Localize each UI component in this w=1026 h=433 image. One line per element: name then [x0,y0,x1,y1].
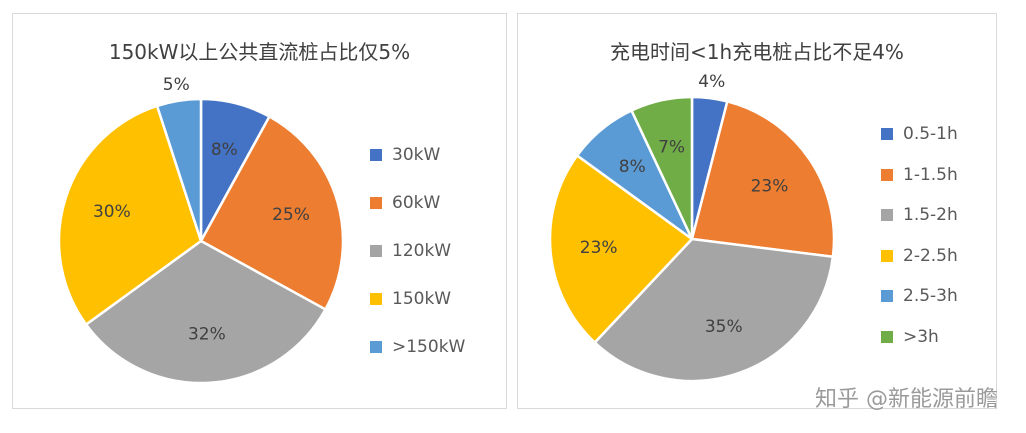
legend-label: 2-2.5h [903,245,958,266]
legend-swatch [370,197,382,209]
legend-label: 2.5-3h [903,286,958,307]
legend-item-0-5-1h: 0.5-1h [881,114,958,155]
pie-slice-1-1-5h [690,100,836,259]
pie-slice-1-5-2h [593,237,835,383]
legend-swatch [370,341,382,353]
watermark: 知乎 @新能源前瞻 [815,387,998,412]
data-label-60kw: 25% [272,205,310,225]
legend-item-gt-150kw: >150kW [370,323,465,371]
legend-item-2-2-5h: 2-2.5h [881,236,958,277]
data-label-0-5-1h: 4% [698,72,725,92]
data-label-1-5-2h: 35% [705,317,743,337]
legend-item-1-5-2h: 1.5-2h [881,195,958,236]
chart-title: 150kW以上公共直流桩占比仅5% [108,40,411,64]
legend-label: 60kW [392,193,441,213]
legend-item-60kw: 60kW [370,179,465,227]
legend-label: 150kW [392,289,452,309]
legend-label: 120kW [392,241,452,261]
legend-label: 1.5-2h [903,205,958,226]
chart-panel-power: 150kW以上公共直流桩占比仅5% 8% 25% 32% 30% 5% 30kW 60kW… [12,13,507,409]
legend-label: >3h [903,326,939,347]
pie-slice-gt-3h [630,95,694,241]
legend-item-120kw: 120kW [370,227,465,275]
data-label-1-1-5h: 23% [751,176,789,196]
chart-panel-charge-time: 充电时间<1h充电桩占比不足4% 4% 23% 35% 23% 8% 7% 0.5-1h 1… [517,13,997,409]
legend-label: 0.5-1h [903,124,958,145]
legend-label: 1-1.5h [903,164,958,185]
data-label-120kw: 32% [188,325,226,345]
legend-item-1-1-5h: 1-1.5h [881,155,958,196]
chart-title: 充电时间<1h充电桩占比不足4% [610,40,904,64]
data-label-30kw: 8% [211,140,238,160]
legend-item-2-5-3h: 2.5-3h [881,276,958,317]
pie-chart-charge-time: 4% 23% 35% 23% 8% 7% [548,72,836,383]
legend-swatch [881,128,893,141]
data-label-gt-3h: 7% [658,138,685,158]
data-label-2-2-5h: 23% [580,238,618,258]
legend-swatch [881,209,893,222]
pie-slice-150kw [57,104,203,326]
data-label-150kw: 30% [93,202,131,222]
legend: 0.5-1h 1-1.5h 1.5-2h 2-2.5h 2.5-3h >3h [881,114,958,357]
legend-swatch [881,168,893,181]
legend-swatch [370,149,382,161]
data-label-2-5-3h: 8% [619,157,646,177]
legend: 30kW 60kW 120kW 150kW >150kW [370,131,465,371]
legend-swatch [370,245,382,257]
legend-item-150kw: 150kW [370,275,465,323]
pie-chart-power: 8% 25% 32% 30% 5% [57,75,345,385]
legend-swatch [881,330,893,343]
legend-label: 30kW [392,145,441,165]
pie-slice-gt-150kw [155,97,203,243]
pie-slice-120kw [84,239,327,385]
data-label-gt-150kw: 5% [163,75,190,95]
legend-swatch [881,249,893,262]
legend-swatch [881,290,893,303]
legend-item-gt-3h: >3h [881,317,958,358]
legend-swatch [370,293,382,305]
pie-slice-60kw [199,115,345,311]
legend-label: >150kW [392,337,466,357]
legend-item-30kw: 30kW [370,131,465,179]
pie-slice-2-2-5h [548,154,694,344]
